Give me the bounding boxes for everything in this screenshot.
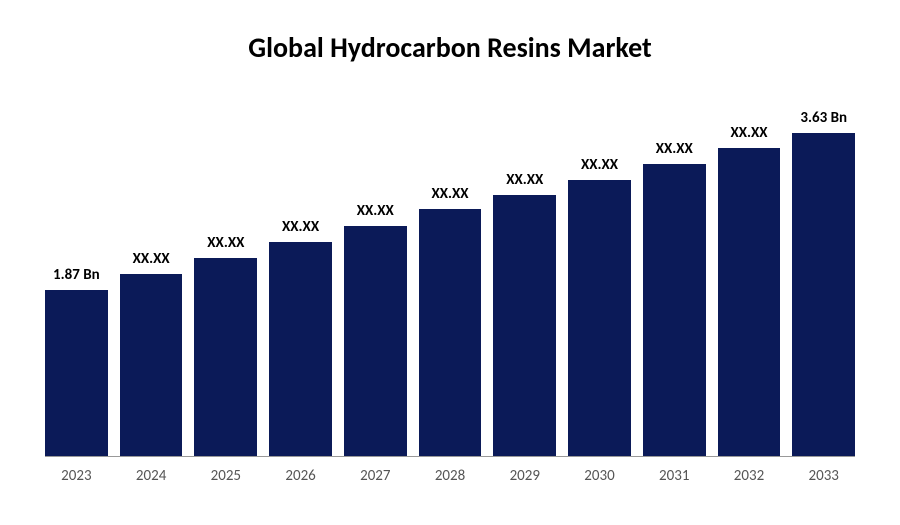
- bar-value-label: XX.XX: [730, 124, 767, 142]
- bar: [194, 258, 257, 456]
- bar-group: 1.87 Bn: [45, 100, 108, 456]
- x-axis-label: 2026: [269, 467, 332, 485]
- x-axis-label: 2033: [792, 467, 855, 485]
- bar-value-label: 3.63 Bn: [800, 109, 847, 127]
- bar: [493, 195, 556, 456]
- bar-value-label: XX.XX: [282, 218, 319, 236]
- bar-group: XX.XX: [643, 100, 706, 456]
- bar: [344, 226, 407, 457]
- x-axis-label: 2028: [419, 467, 482, 485]
- bar-group: XX.XX: [493, 100, 556, 456]
- x-axis-label: 2029: [493, 467, 556, 485]
- bar-value-label: XX.XX: [656, 140, 693, 158]
- x-axis-label: 2031: [643, 467, 706, 485]
- x-axis-label: 2027: [344, 467, 407, 485]
- bar: [643, 164, 706, 456]
- plot-area: 1.87 Bn XX.XX XX.XX XX.XX XX.XX XX.XX XX.XX XX.…: [45, 100, 855, 457]
- bar-value-label: 1.87 Bn: [53, 266, 100, 284]
- bar-value-label: XX.XX: [506, 171, 543, 189]
- bar-group: 3.63 Bn: [792, 100, 855, 456]
- bar-group: XX.XX: [194, 100, 257, 456]
- bar: [269, 242, 332, 456]
- bar-value-label: XX.XX: [581, 156, 618, 174]
- x-axis-label: 2023: [45, 467, 108, 485]
- x-axis-label: 2030: [568, 467, 631, 485]
- bar-value-label: XX.XX: [207, 234, 244, 252]
- bar-value-label: XX.XX: [432, 185, 469, 203]
- chart-container: Global Hydrocarbon Resins Market 1.87 Bn…: [0, 0, 900, 525]
- bar: [568, 180, 631, 456]
- bar: [718, 148, 781, 456]
- bar: [792, 133, 855, 456]
- bar-value-label: XX.XX: [133, 250, 170, 268]
- bar-value-label: XX.XX: [357, 202, 394, 220]
- bar: [45, 290, 108, 456]
- bar-group: XX.XX: [568, 100, 631, 456]
- bar: [419, 209, 482, 456]
- bar: [120, 274, 183, 456]
- bar-group: XX.XX: [344, 100, 407, 456]
- bar-group: XX.XX: [269, 100, 332, 456]
- bars-wrapper: 1.87 Bn XX.XX XX.XX XX.XX XX.XX XX.XX XX.XX XX.…: [45, 100, 855, 456]
- x-axis-label: 2032: [718, 467, 781, 485]
- x-axis: 2023 2024 2025 2026 2027 2028 2029 2030 2031 2032…: [45, 457, 855, 485]
- bar-group: XX.XX: [120, 100, 183, 456]
- chart-title: Global Hydrocarbon Resins Market: [45, 30, 855, 65]
- x-axis-label: 2025: [194, 467, 257, 485]
- x-axis-label: 2024: [120, 467, 183, 485]
- bar-group: XX.XX: [718, 100, 781, 456]
- bar-group: XX.XX: [419, 100, 482, 456]
